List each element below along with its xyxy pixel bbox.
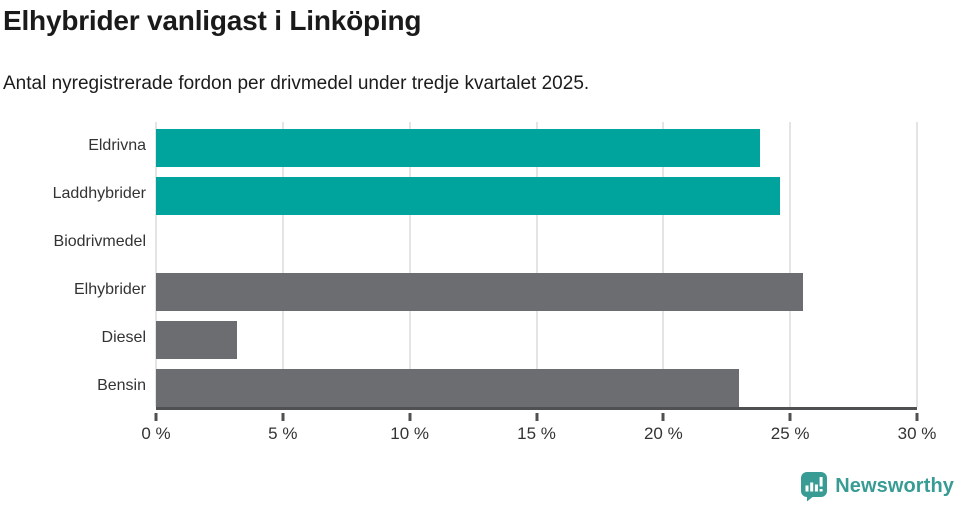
category-label-diesel: Diesel — [101, 329, 146, 346]
y-axis-category-labels: Eldrivna Laddhybrider Biodrivmedel Elhybrid… — [0, 122, 146, 410]
x-tick-mark-30 — [915, 413, 919, 421]
gridline-10 — [408, 122, 411, 407]
x-tick-mark-20 — [661, 413, 665, 421]
x-tick-label-20: 20 % — [643, 424, 683, 443]
gridline-0 — [155, 122, 157, 407]
chart-title: Elhybrider vanligast i Linköping — [3, 5, 422, 36]
bar-eldrivna — [156, 129, 760, 167]
category-label-biodrivmedel: Biodrivmedel — [53, 233, 146, 250]
gridline-20 — [662, 122, 665, 407]
newsworthy-wordmark: Newsworthy — [835, 475, 954, 497]
category-label-bensin: Bensin — [97, 377, 146, 394]
x-tick-mark-15 — [535, 413, 538, 421]
newsworthy-bubble-chart-icon — [801, 472, 828, 502]
x-tick-mark-0 — [154, 413, 158, 421]
x-tick-label-0: 0 % — [141, 424, 171, 443]
x-tick-label-25: 25 % — [770, 424, 810, 443]
bar-diesel — [156, 321, 238, 359]
chart-subtitle: Antal nyregistrerade fordon per drivmede… — [3, 73, 590, 94]
x-axis-tick-labels: 0 % 5 % 10 % 15 % 20 % 25 % 30 % — [141, 424, 936, 448]
x-tick-mark-5 — [281, 413, 285, 421]
gridline-25 — [789, 122, 792, 407]
category-label-elhybrider: Elhybrider — [73, 281, 146, 298]
x-tick-mark-25 — [788, 413, 792, 421]
bar-bensin — [156, 369, 740, 407]
gridline-15 — [535, 122, 538, 407]
gridline-5 — [281, 122, 284, 407]
category-label-laddhybrider: Laddhybrider — [52, 185, 146, 202]
x-tick-label-5: 5 % — [268, 424, 298, 443]
x-tick-label-15: 15 % — [517, 424, 556, 443]
plot-area — [154, 122, 919, 421]
bar-elhybrider — [156, 273, 803, 311]
x-tick-label-10: 10 % — [390, 424, 430, 443]
x-tick-mark-10 — [408, 413, 412, 421]
category-label-eldrivna: Eldrivna — [88, 137, 146, 154]
x-tick-label-30: 30 % — [897, 424, 937, 443]
bar-laddhybrider — [156, 177, 781, 215]
gridline-30 — [916, 122, 918, 407]
newsworthy-logo: Newsworthy — [800, 471, 954, 502]
